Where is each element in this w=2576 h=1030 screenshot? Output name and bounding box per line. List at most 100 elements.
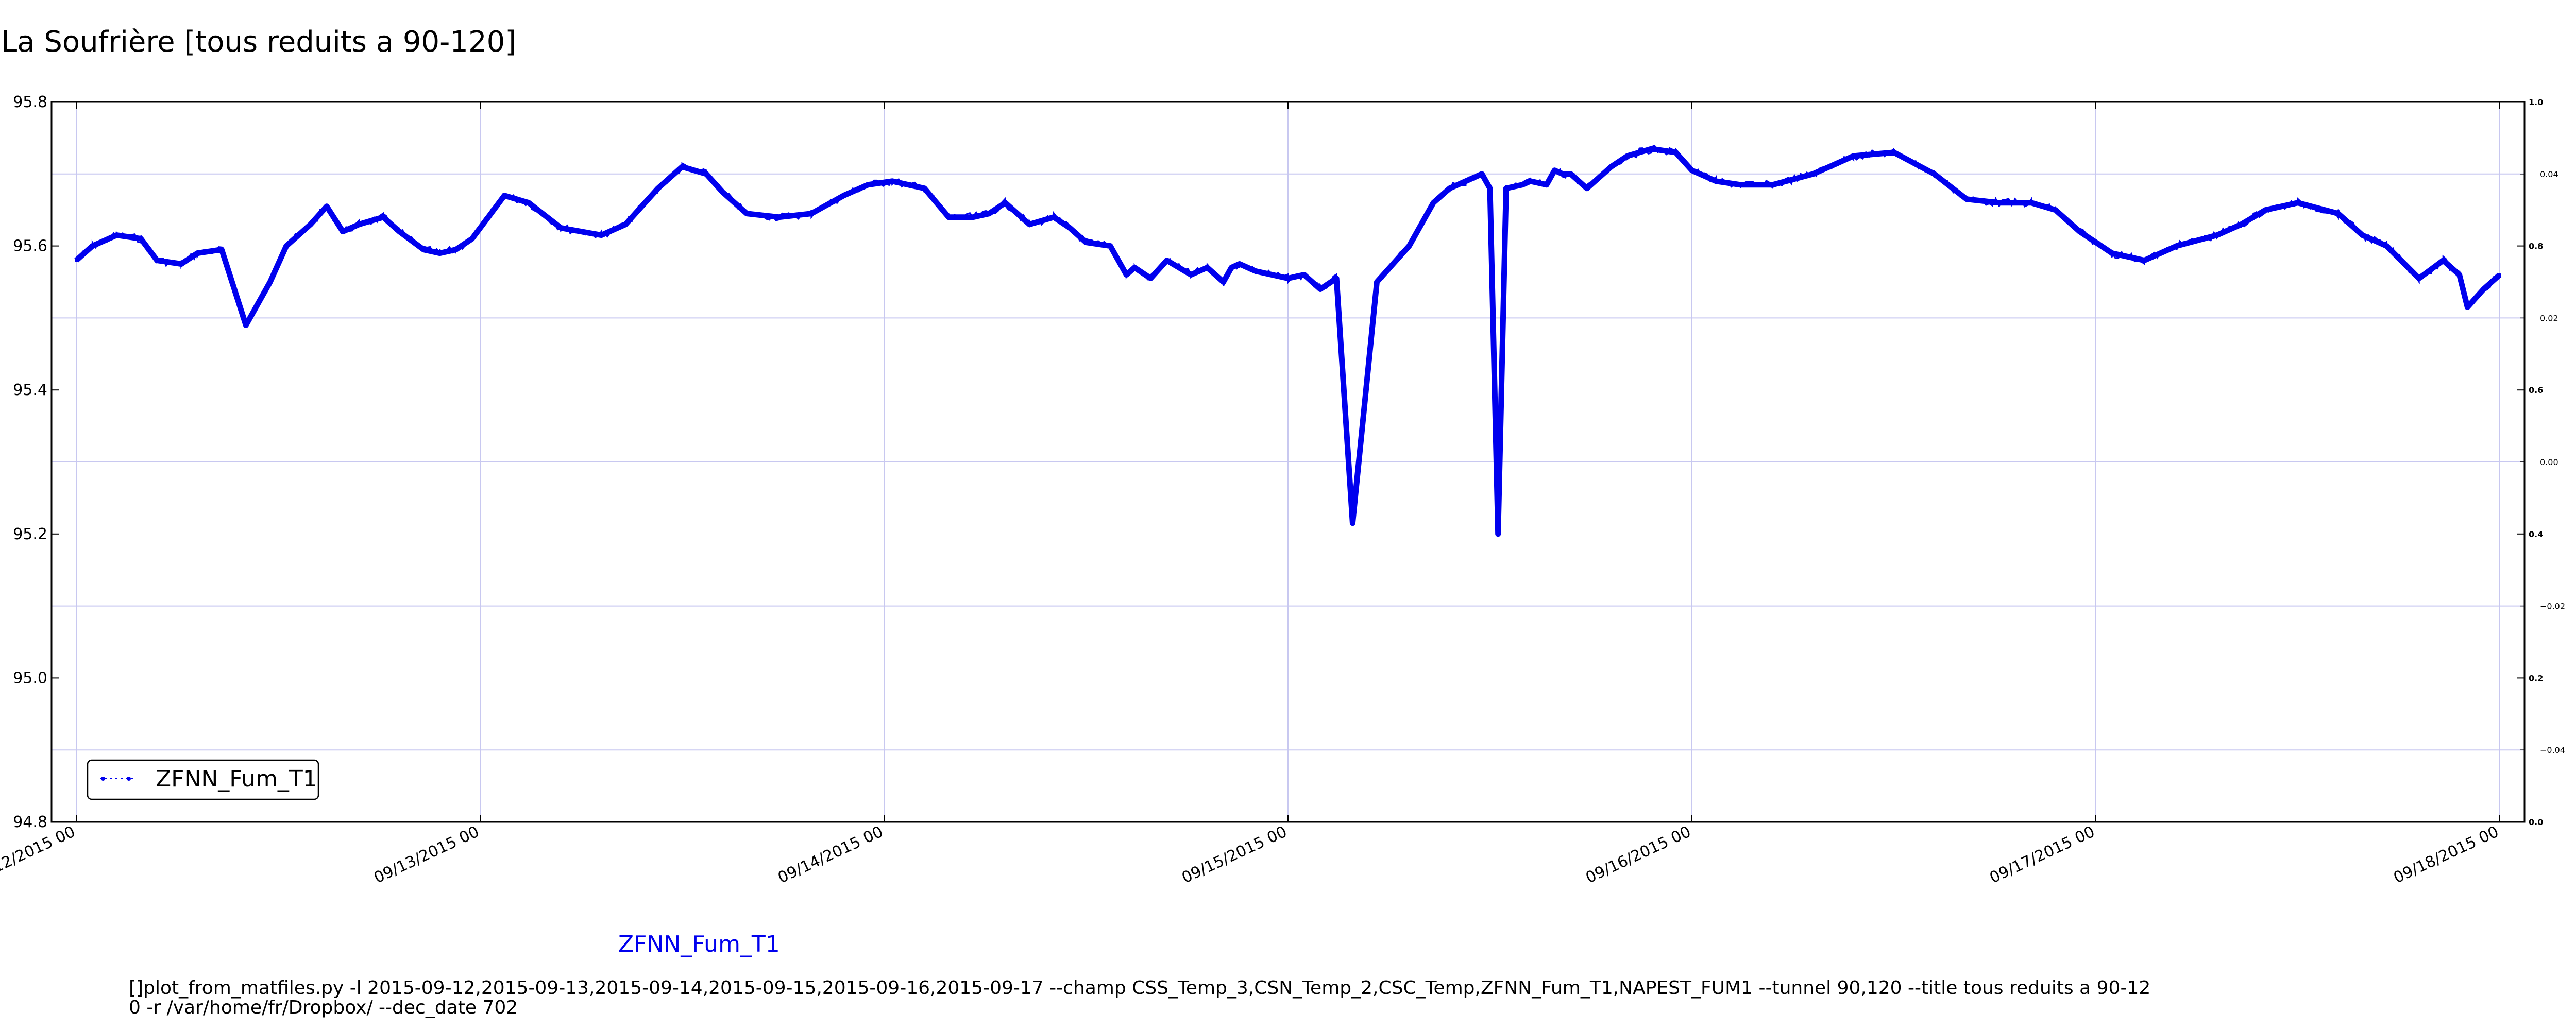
data-point [1569,172,1572,176]
data-point [325,204,329,208]
data-point [681,165,684,168]
data-point [220,248,224,251]
data-point [1432,201,1435,204]
data-point [486,215,490,219]
command-line-text-2: 0 -r /var/home/fr/Dropbox/ --dec_date 70… [129,997,518,1018]
data-point [1189,273,1193,277]
data-point [381,215,385,219]
data-point [2264,208,2267,212]
x-tick-label: 09/17/2015 00 [1987,823,2098,887]
data-point [1004,201,1007,204]
data-point [1811,172,1815,176]
data-point [600,233,603,237]
data-point [1222,280,1225,284]
y-tick-label: 95.0 [13,669,47,687]
x-axis-tick-labels: 09/12/2015 00 09/13/2015 00 09/14/2015 00 0… [0,823,2501,887]
legend-marker [127,777,131,781]
data-point [115,233,118,237]
data-point [2361,233,2364,237]
data-point [244,323,248,327]
data-point [923,186,926,190]
data-point [1286,277,1290,280]
data-point [2385,244,2388,248]
data-point [1561,172,1565,176]
y-tick-label: 95.2 [13,525,47,543]
data-point [2175,244,2178,248]
x-tick-label: 09/16/2015 00 [1583,823,1694,887]
data-point [559,226,563,230]
data-point [503,194,506,197]
data-point [2054,208,2057,212]
right-y-tick-label: 0.6 [2529,385,2543,395]
data-point [454,248,457,251]
right-inner-y-tick-label: −0.04 [2540,745,2565,755]
chart-title: La Soufrière [tous reduits a 90-120] [1,25,516,59]
data-point [1771,183,1774,186]
data-point [745,212,749,215]
legend-marker [101,777,105,781]
data-point [268,280,272,284]
series-noise-zfnn-fum-t1 [76,144,2500,535]
data-point [1206,266,1209,269]
data-point [357,222,361,226]
data-point [1852,154,1855,158]
data-point [309,222,312,226]
x-tick-label: 09/12/2015 00 [0,823,78,887]
y-tick-label: 94.8 [13,813,47,831]
data-point [777,215,781,219]
data-point [422,248,426,251]
legend-box [87,759,319,800]
data-point [1335,277,1338,280]
data-point [1302,273,1306,277]
data-point [1650,147,1653,150]
data-point [2078,230,2081,233]
legend: ZFNN_Fum_T1 [87,759,319,800]
data-point [2240,222,2243,226]
data-point [1464,179,1467,183]
data-point [470,237,474,241]
data-point [947,215,951,219]
x-tick-label: 09/18/2015 00 [2391,823,2502,887]
data-point [2336,212,2340,215]
data-point [1149,277,1153,280]
x-tick-label: 09/14/2015 00 [775,823,886,887]
data-point [1496,532,1500,536]
data-point [527,201,531,204]
data-point [1488,186,1492,190]
data-point [1504,186,1508,190]
data-point [1625,154,1629,158]
right-y-tick-label: 0.8 [2529,242,2543,251]
y-tick-label: 95.6 [13,237,47,255]
data-point [2458,273,2461,277]
data-point [890,179,894,183]
command-line-text-1: []plot_from_matfiles.py -l 2015-09-12,20… [129,977,2150,999]
data-point [196,251,199,255]
data-point [721,190,724,194]
data-point [1715,179,1718,183]
data-point [75,259,78,262]
data-point [1165,259,1168,262]
data-point [1690,168,1693,172]
grid-layer [52,102,2524,822]
data-point [1480,172,1484,176]
data-point [1068,226,1072,230]
data-point [1133,266,1137,269]
axis-ticks [52,101,2524,822]
data-point [842,194,845,197]
x-tick-label: 09/15/2015 00 [1179,823,1290,887]
data-point [2466,305,2469,309]
legend-label: ZFNN_Fum_T1 [156,766,317,792]
right-y-tick-label: 0.4 [2529,529,2543,539]
y-axis-tick-labels: 94.8 95.0 95.2 95.4 95.6 95.8 [13,93,47,831]
x-tick-label: 09/13/2015 00 [371,823,482,887]
data-point [1238,262,1241,266]
right-inner-y-tick-label: 0.00 [2540,457,2558,467]
data-point [1585,186,1589,190]
data-point [1739,183,1742,186]
right-inner-y-tick-label: −0.02 [2540,602,2565,611]
data-point [1351,521,1354,525]
data-point [987,212,991,215]
data-point [656,186,659,190]
data-point [624,222,628,226]
